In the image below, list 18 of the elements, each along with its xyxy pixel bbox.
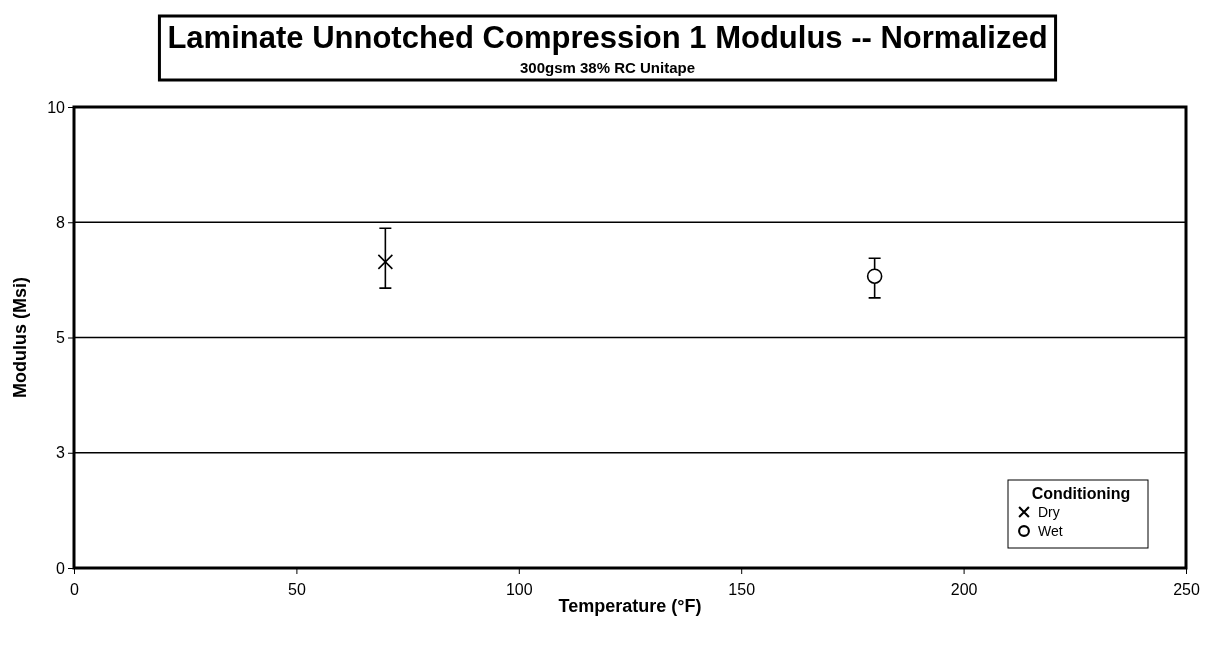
x-tick-label: 250: [1173, 580, 1200, 598]
legend-label: Wet: [1038, 523, 1063, 539]
x-tick-label: 150: [728, 580, 756, 598]
chart-subtitle: 300gsm 38% RC Unitape: [519, 59, 696, 76]
x-tick-label: 0: [70, 580, 80, 598]
y-tick-label: 0: [56, 559, 66, 577]
legend-title: Conditioning: [1031, 485, 1131, 502]
x-tick-label: 50: [288, 580, 306, 598]
chart-title: Laminate Unnotched Compression 1 Modulus -- Normalized: [167, 20, 1048, 55]
y-tick-label: 3: [56, 444, 66, 462]
x-tick-label: 200: [950, 580, 978, 598]
y-tick-label: 10: [47, 98, 66, 116]
x-tick-label: 100: [505, 580, 533, 598]
legend-label: Dry: [1038, 504, 1060, 520]
x-axis-title: Temperature (°F): [558, 596, 702, 616]
y-tick-label: 8: [56, 213, 66, 231]
y-axis-title: Modulus (Msi): [10, 277, 30, 398]
y-tick-label: 5: [56, 329, 66, 347]
